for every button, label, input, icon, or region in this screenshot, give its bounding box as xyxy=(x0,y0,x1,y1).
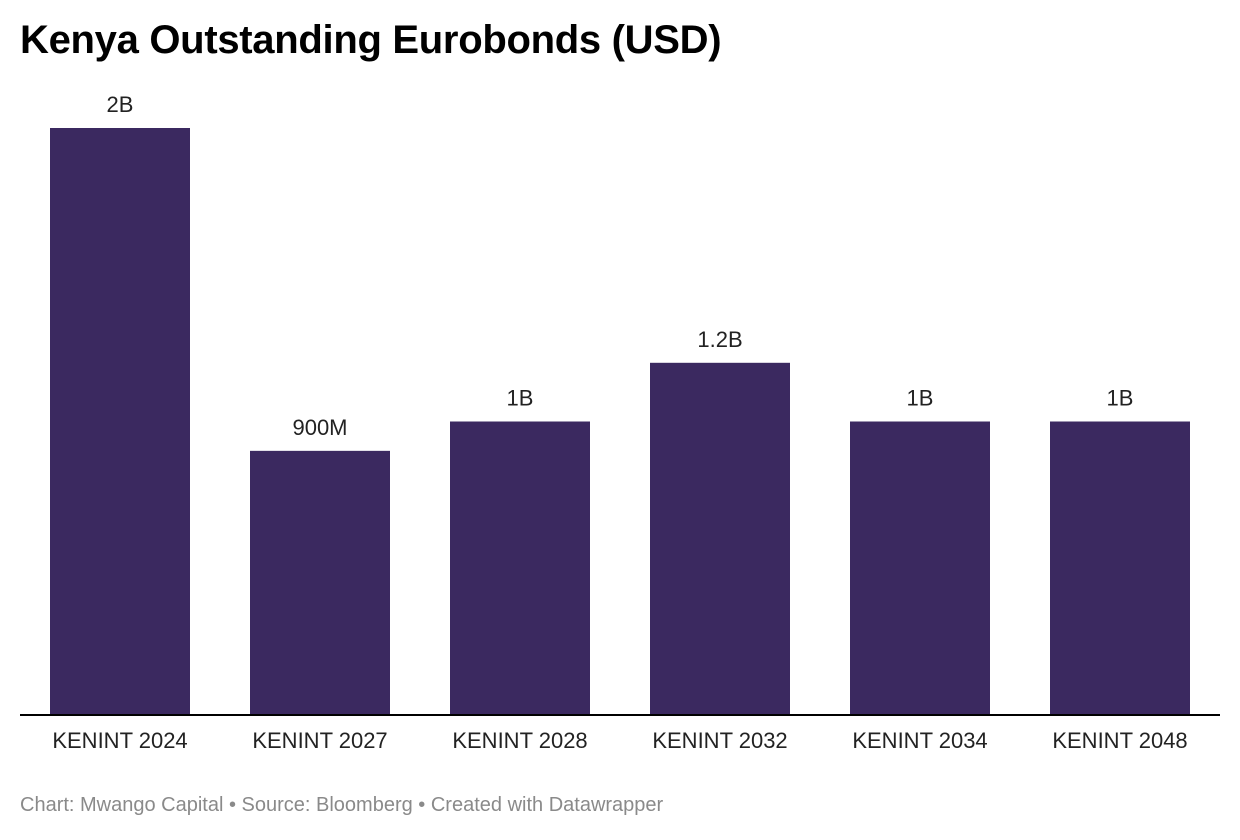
value-label-group: 2B 900M 1B 1.2B 1B 1B xyxy=(107,92,1134,440)
bar-kenint-2027 xyxy=(250,450,390,715)
bar-kenint-2048 xyxy=(1050,421,1190,715)
bar-kenint-2034 xyxy=(850,421,990,715)
bar-kenint-2024 xyxy=(50,128,190,715)
bar-kenint-2032 xyxy=(650,362,790,715)
x-tick-label: KENINT 2048 xyxy=(1052,728,1187,753)
bar-value-label: 900M xyxy=(292,415,347,440)
x-tick-label: KENINT 2027 xyxy=(252,728,387,753)
bar-group xyxy=(50,128,1190,715)
bar-value-label: 1B xyxy=(1107,386,1134,411)
bar-value-label: 1.2B xyxy=(697,327,742,352)
chart-title: Kenya Outstanding Eurobonds (USD) xyxy=(20,18,722,62)
bar-value-label: 2B xyxy=(107,92,134,117)
bar-kenint-2028 xyxy=(450,421,590,715)
bar-value-label: 1B xyxy=(907,386,934,411)
category-label-group: KENINT 2024 KENINT 2027 KENINT 2028 KENINT … xyxy=(52,728,1187,753)
x-tick-label: KENINT 2024 xyxy=(52,728,187,753)
chart-footer: Chart: Mwango Capital • Source: Bloomber… xyxy=(20,794,664,816)
x-tick-label: KENINT 2034 xyxy=(852,728,987,753)
x-tick-label: KENINT 2032 xyxy=(652,728,787,753)
bar-value-label: 1B xyxy=(507,386,534,411)
x-tick-label: KENINT 2028 xyxy=(452,728,587,753)
